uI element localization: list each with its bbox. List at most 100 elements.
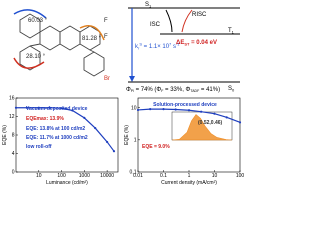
ring bbox=[83, 51, 105, 77]
annotation: Solution-processed device bbox=[153, 102, 217, 108]
kr: k bbox=[135, 44, 139, 50]
phi-f-value: = 33%, Φ bbox=[163, 87, 190, 93]
data-point bbox=[60, 107, 63, 110]
data-point bbox=[14, 106, 18, 109]
x-axis-label: Current density (mA/cm²) bbox=[161, 180, 217, 186]
arrow bbox=[13, 57, 45, 69]
annotation: low roll-off bbox=[26, 144, 52, 150]
y-tick-label: 12 bbox=[9, 114, 15, 120]
y-axis-label: EQE (%) bbox=[2, 125, 8, 145]
arrow bbox=[13, 9, 47, 19]
dest-sub: ST bbox=[184, 42, 190, 47]
s0-sub: 0 bbox=[232, 88, 235, 93]
data-point bbox=[187, 109, 191, 112]
data-point bbox=[71, 109, 74, 112]
x-tick-label: 10 bbox=[212, 173, 218, 179]
data-point bbox=[149, 108, 152, 111]
phi: ΦPl = 74% (ΦF = 33%, ΦTADF = 41%) bbox=[126, 87, 220, 93]
data-point bbox=[106, 140, 109, 144]
x-tick-label: 0.01 bbox=[133, 173, 143, 179]
y-tick-label: 4 bbox=[12, 151, 15, 157]
phi-f-sub: F bbox=[161, 89, 163, 93]
s0: S0 bbox=[228, 86, 235, 93]
data-point bbox=[48, 106, 51, 109]
s1: S bbox=[145, 2, 149, 8]
arrow bbox=[79, 25, 105, 41]
data-point bbox=[37, 106, 40, 109]
arrow bbox=[165, 9, 173, 33]
isc: ISC bbox=[150, 22, 161, 28]
inset-spectrum bbox=[171, 114, 233, 141]
t1: T bbox=[228, 28, 232, 34]
x-tick-label: 10 bbox=[36, 173, 42, 179]
ring bbox=[59, 25, 81, 51]
annotation: Vacuum-deposited device bbox=[26, 106, 88, 112]
bond bbox=[29, 43, 41, 47]
delta-est: ΔEST = 0.04 eV bbox=[176, 40, 217, 47]
data-point bbox=[136, 108, 140, 112]
dest-value: = 0.04 eV bbox=[189, 40, 217, 46]
series-line bbox=[16, 107, 115, 152]
kr: krS = 1.1× 107 s-1 bbox=[135, 42, 180, 51]
data-point bbox=[213, 112, 216, 115]
data-point bbox=[112, 150, 116, 153]
y-tick-label: 0.1 bbox=[130, 170, 137, 176]
bond bbox=[89, 49, 95, 53]
data-point bbox=[25, 106, 28, 109]
t1-sub: 1 bbox=[232, 30, 235, 35]
annotation: EQE: 11.7% at 1000 cd/m2 bbox=[26, 135, 88, 141]
s1-sub: 1 bbox=[149, 4, 152, 9]
kr-unit-exp: -1 bbox=[176, 42, 180, 47]
atom: F bbox=[104, 18, 108, 24]
ring bbox=[39, 25, 61, 51]
s0: S bbox=[228, 86, 232, 92]
angle: 81.28 ° bbox=[82, 36, 102, 42]
x-tick-label: 1000 bbox=[79, 173, 90, 179]
x-axis-label: Luminance (cd/m²) bbox=[46, 180, 88, 186]
s1: S1 bbox=[145, 2, 152, 9]
data-point bbox=[200, 110, 203, 113]
atom: F bbox=[104, 34, 108, 40]
kr-value: = 1.1× 10 bbox=[142, 44, 170, 50]
kr-sub: r bbox=[138, 46, 140, 51]
molecule bbox=[13, 9, 105, 77]
angle: 60.03 ° bbox=[28, 18, 48, 24]
y-tick-label: 8 bbox=[12, 133, 15, 139]
data-point bbox=[174, 108, 177, 111]
angle: 28.10 ° bbox=[26, 54, 46, 60]
annotation: EQEmax: 13.9% bbox=[26, 116, 64, 122]
kr-sup: S bbox=[139, 42, 142, 47]
data-point bbox=[83, 116, 86, 119]
annotation: EQE: 13.8% at 100 cd/m2 bbox=[26, 126, 85, 132]
x-tick-label: 10000 bbox=[100, 173, 114, 179]
energy-diagram bbox=[128, 7, 240, 83]
atom: Br bbox=[104, 76, 110, 82]
x-tick-label: 100 bbox=[57, 173, 66, 179]
t1: T1 bbox=[228, 28, 235, 35]
phi-t-sub: TADF bbox=[190, 89, 199, 93]
y-tick-label: 16 bbox=[9, 96, 15, 102]
x-tick-label: 0.1 bbox=[160, 173, 167, 179]
kr-exp: 7 bbox=[169, 42, 172, 47]
arrow bbox=[181, 9, 193, 33]
risc: RISC bbox=[192, 12, 207, 18]
phi-t-value: = 41%) bbox=[199, 87, 220, 93]
kr-unit: s bbox=[171, 44, 176, 50]
graphical-abstract: 60.03 ° 28.10 ° 81.28 ° F F Br S1 T1 S0 … bbox=[2, 2, 245, 186]
data-point bbox=[94, 126, 97, 130]
phi: Φ bbox=[126, 87, 131, 93]
y-tick-label: 10 bbox=[131, 105, 137, 111]
x-tick-label: 1 bbox=[188, 173, 191, 179]
data-point bbox=[225, 116, 228, 119]
y-tick-label: 0 bbox=[12, 170, 15, 176]
phi-value: = 74% (Φ bbox=[134, 87, 162, 93]
annotation: (0.52,0.46) bbox=[198, 120, 223, 126]
arrowhead bbox=[129, 76, 135, 82]
dest: ΔE bbox=[176, 40, 184, 46]
x-tick-label: 100 bbox=[236, 173, 245, 179]
phi-sub: Pl bbox=[131, 89, 134, 93]
y-tick-label: 1 bbox=[134, 138, 137, 144]
data-point bbox=[238, 121, 242, 124]
y-axis-label: EQE (%) bbox=[124, 125, 130, 145]
data-point bbox=[162, 108, 165, 111]
